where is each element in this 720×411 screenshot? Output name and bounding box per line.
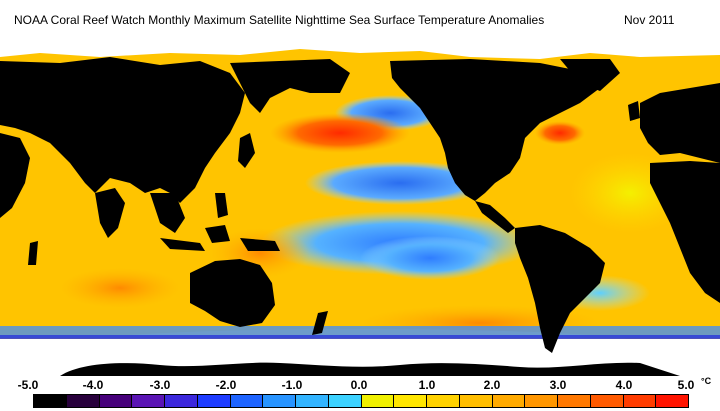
southern-ocean-deep xyxy=(0,335,720,341)
asia-west xyxy=(0,57,245,203)
color-swatch-16 xyxy=(558,395,591,407)
legend-label: -1.0 xyxy=(281,378,303,392)
new-zealand xyxy=(312,311,328,335)
new-guinea xyxy=(240,238,280,251)
color-swatch-19 xyxy=(656,395,688,407)
legend-unit: °C xyxy=(701,376,712,386)
color-swatch-6 xyxy=(230,395,264,407)
india xyxy=(95,188,125,238)
australia xyxy=(190,259,275,327)
color-swatch-15 xyxy=(525,395,558,407)
date-label: Nov 2011 xyxy=(624,13,675,27)
map-title: NOAA Coral Reef Watch Monthly Maximum Sa… xyxy=(0,13,720,31)
sst-anomaly-map xyxy=(0,43,720,376)
legend-label: -3.0 xyxy=(149,378,171,392)
color-swatch-10 xyxy=(361,395,395,407)
british-isles xyxy=(628,101,640,121)
africa-west xyxy=(650,161,720,303)
color-swatch-14 xyxy=(492,395,526,407)
indonesia-2 xyxy=(205,225,230,243)
legend-label: 2.0 xyxy=(483,378,501,392)
color-swatch-7 xyxy=(263,395,296,407)
north-america xyxy=(390,59,600,201)
title-text: NOAA Coral Reef Watch Monthly Maximum Sa… xyxy=(14,13,545,27)
legend-label: 5.0 xyxy=(677,378,695,392)
legend-label: 3.0 xyxy=(549,378,567,392)
indonesia-1 xyxy=(160,238,205,251)
central-america xyxy=(475,201,515,233)
color-scale-bar xyxy=(33,394,689,408)
madagascar xyxy=(28,241,38,265)
color-swatch-8 xyxy=(296,395,329,407)
legend-label: 1.0 xyxy=(418,378,436,392)
color-swatch-0 xyxy=(34,395,67,407)
legend-label: -2.0 xyxy=(215,378,237,392)
siberia-east xyxy=(230,59,350,113)
greenland xyxy=(560,59,620,91)
color-swatch-11 xyxy=(394,395,427,407)
color-swatch-12 xyxy=(427,395,460,407)
southeast-asia xyxy=(150,193,185,233)
color-swatch-1 xyxy=(66,395,100,407)
legend-label: 0.0 xyxy=(350,378,368,392)
europe xyxy=(640,83,720,163)
color-swatch-3 xyxy=(132,395,165,407)
color-swatch-9 xyxy=(328,395,362,407)
legend-label: -5.0 xyxy=(17,378,39,392)
color-swatch-18 xyxy=(623,395,657,407)
south-america xyxy=(515,225,605,353)
antarctica xyxy=(60,362,680,376)
africa-east-edge xyxy=(0,133,30,218)
color-swatch-5 xyxy=(197,395,231,407)
color-swatch-2 xyxy=(99,395,133,407)
japan xyxy=(238,133,255,168)
landmasses xyxy=(0,57,720,353)
arctic-ice xyxy=(0,43,720,59)
legend-labels: -5.0 -4.0 -3.0 -2.0 -1.0 0.0 1.0 2.0 3.0… xyxy=(0,378,720,394)
philippines xyxy=(215,193,228,218)
color-swatch-4 xyxy=(165,395,198,407)
legend-label: -4.0 xyxy=(82,378,104,392)
color-swatch-17 xyxy=(590,395,624,407)
legend-label: 4.0 xyxy=(615,378,633,392)
color-swatch-13 xyxy=(459,395,493,407)
